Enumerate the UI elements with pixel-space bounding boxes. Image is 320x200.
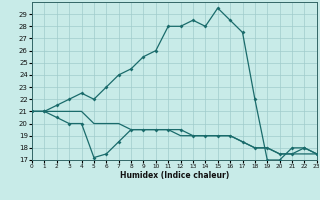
X-axis label: Humidex (Indice chaleur): Humidex (Indice chaleur)	[120, 171, 229, 180]
